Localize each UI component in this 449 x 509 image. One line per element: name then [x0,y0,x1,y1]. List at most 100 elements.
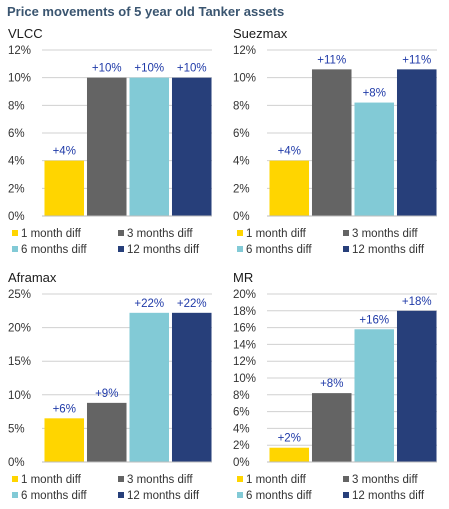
legend-item-suezmax-6-months-diff: 6 months diff [237,244,312,256]
legend-item-vlcc-6-months-diff: 6 months diff [12,244,87,256]
y-tick-label-suezmax-2: 4% [233,156,250,168]
legend-item-aframax-12-months-diff: 12 months diff [118,490,200,502]
legend-label: 12 months diff [127,244,200,256]
legend-item-mr-3-months-diff: 3 months diff [343,474,418,486]
data-label-vlcc-6-months-diff: +10% [134,63,164,75]
data-label-mr-6-months-diff: +16% [359,314,389,326]
legend-swatch [343,476,349,482]
legend-swatch [237,246,243,252]
bar-suezmax-1-month-diff [269,160,310,216]
legend-label: 6 months diff [246,490,312,502]
legend-swatch [12,246,18,252]
y-tick-label-suezmax-3: 6% [233,128,250,140]
data-label-mr-3-months-diff: +8% [320,378,343,390]
y-tick-label-vlcc-5: 10% [8,73,31,85]
y-tick-label-mr-8: 16% [233,323,256,335]
legend-label: 3 months diff [127,228,193,240]
y-tick-label-vlcc-1: 2% [8,183,25,195]
bar-aframax-6-months-diff [129,312,170,462]
data-label-mr-12-months-diff: +18% [402,296,432,308]
legend-item-mr-6-months-diff: 6 months diff [237,490,312,502]
legend-label: 6 months diff [21,244,87,256]
bar-suezmax-6-months-diff [354,102,395,216]
bar-aframax-12-months-diff [171,312,212,462]
legend-swatch [12,230,18,236]
legend-label: 6 months diff [246,244,312,256]
bar-mr-6-months-diff [354,329,395,462]
chart-title-mr: MR [233,270,253,285]
data-label-aframax-1-month-diff: +6% [53,403,76,415]
legend-label: 3 months diff [127,474,193,486]
chart-title-vlcc: VLCC [8,26,43,41]
legend-swatch [118,476,124,482]
legend-label: 6 months diff [21,490,87,502]
y-tick-label-suezmax-1: 2% [233,183,250,195]
chart-vlcc: VLCC 0% 2% 4% 6% 8% 10% 12% +4% +10% +10% +10% 1 mon… [8,26,212,256]
y-tick-label-mr-10: 20% [233,289,256,301]
y-tick-label-mr-6: 12% [233,356,256,368]
legend-swatch [12,492,18,498]
legend-swatch [118,230,124,236]
y-tick-label-vlcc-2: 4% [8,156,25,168]
bar-suezmax-3-months-diff [311,69,352,216]
y-tick-label-suezmax-5: 10% [233,73,256,85]
legend-item-suezmax-3-months-diff: 3 months diff [343,228,418,240]
chart-title-aframax: Aframax [8,270,57,285]
bar-mr-3-months-diff [311,393,352,462]
y-tick-label-vlcc-6: 12% [8,45,31,57]
legend-item-aframax-1-month-diff: 1 month diff [12,474,82,486]
y-tick-label-suezmax-4: 8% [233,100,250,112]
data-label-suezmax-3-months-diff: +11% [317,54,346,66]
y-tick-label-mr-5: 10% [233,373,256,385]
data-label-suezmax-1-month-diff: +4% [278,146,301,158]
legend-label: 1 month diff [246,474,307,486]
data-label-aframax-6-months-diff: +22% [134,298,164,310]
y-tick-label-vlcc-3: 6% [8,128,25,140]
y-tick-label-mr-3: 6% [233,407,250,419]
data-label-aframax-12-months-diff: +22% [177,298,207,310]
legend-item-vlcc-12-months-diff: 12 months diff [118,244,200,256]
page-title: Price movements of 5 year old Tanker ass… [7,4,285,19]
data-label-vlcc-1-month-diff: +4% [53,146,76,158]
legend-label: 1 month diff [246,228,307,240]
legend-item-aframax-3-months-diff: 3 months diff [118,474,193,486]
legend-label: 12 months diff [352,490,425,502]
bar-vlcc-3-months-diff [86,77,127,216]
y-tick-label-aframax-3: 15% [8,356,31,368]
data-label-vlcc-3-months-diff: +10% [92,63,122,75]
legend-swatch [118,492,124,498]
bar-vlcc-1-month-diff [44,160,85,216]
chart-aframax: Aframax 0% 5% 10% 15% 20% 25% +6% +9% +22% +22% 1 m… [8,270,212,502]
legend-item-vlcc-1-month-diff: 1 month diff [12,228,82,240]
y-tick-label-mr-0: 0% [233,457,250,469]
y-tick-label-aframax-4: 20% [8,323,31,335]
legend-swatch [343,230,349,236]
legend-item-aframax-6-months-diff: 6 months diff [12,490,87,502]
legend-swatch [12,476,18,482]
bar-aframax-1-month-diff [44,418,85,462]
y-tick-label-suezmax-0: 0% [233,211,250,223]
legend-item-suezmax-12-months-diff: 12 months diff [343,244,425,256]
legend-swatch [237,230,243,236]
chart-title-suezmax: Suezmax [233,26,288,41]
data-label-aframax-3-months-diff: +9% [95,388,118,400]
y-tick-label-mr-9: 18% [233,306,256,318]
bar-vlcc-6-months-diff [129,77,170,216]
y-tick-label-aframax-0: 0% [8,457,25,469]
data-label-mr-1-month-diff: +2% [278,433,301,445]
y-tick-label-aframax-1: 5% [8,423,25,435]
bar-aframax-3-months-diff [86,402,127,462]
y-tick-label-aframax-2: 10% [8,390,31,402]
y-tick-label-suezmax-6: 12% [233,45,256,57]
legend-swatch [118,246,124,252]
chart-suezmax: Suezmax 0% 2% 4% 6% 8% 10% 12% +4% +11% +8% +11% 1 m… [233,26,437,256]
y-tick-label-mr-2: 4% [233,423,250,435]
legend-swatch [343,492,349,498]
y-tick-label-mr-1: 2% [233,440,250,452]
legend-item-vlcc-3-months-diff: 3 months diff [118,228,193,240]
legend-swatch [237,476,243,482]
data-label-vlcc-12-months-diff: +10% [177,63,207,75]
bar-suezmax-12-months-diff [396,69,437,216]
legend-label: 1 month diff [21,228,82,240]
